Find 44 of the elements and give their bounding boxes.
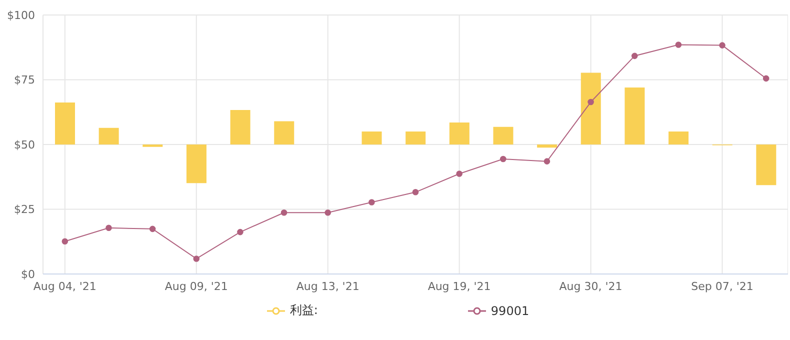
y-tick-label: $75 bbox=[14, 74, 35, 87]
x-tick-label: Aug 19, '21 bbox=[428, 280, 491, 293]
bar bbox=[55, 102, 75, 144]
y-tick-label: $100 bbox=[7, 8, 35, 22]
bar bbox=[274, 121, 294, 144]
bar bbox=[668, 132, 689, 144]
bar bbox=[186, 144, 206, 184]
x-tick-label: Sep 07, '21 bbox=[691, 280, 754, 293]
point bbox=[412, 189, 419, 196]
bar bbox=[449, 122, 470, 144]
bar bbox=[624, 88, 645, 144]
point bbox=[719, 42, 726, 48]
point bbox=[631, 52, 638, 60]
point bbox=[193, 256, 200, 262]
point bbox=[106, 224, 112, 232]
point bbox=[368, 199, 375, 206]
x-tick-label: Aug 09, '21 bbox=[164, 280, 228, 293]
bar bbox=[230, 110, 250, 144]
point bbox=[456, 170, 462, 177]
y-tick-label: $0 bbox=[21, 268, 35, 281]
point bbox=[149, 226, 156, 232]
bar bbox=[537, 144, 558, 148]
point bbox=[500, 156, 506, 162]
point bbox=[280, 209, 288, 216]
bar bbox=[406, 132, 426, 144]
point bbox=[544, 158, 550, 164]
x-tick-label: Aug 04, '21 bbox=[33, 280, 96, 293]
x-tick-label: Aug 13, '21 bbox=[296, 280, 360, 293]
y-tick-label: $50 bbox=[14, 138, 35, 152]
point bbox=[588, 98, 594, 106]
point bbox=[237, 228, 244, 236]
bar bbox=[98, 128, 119, 144]
point bbox=[62, 238, 68, 245]
bar bbox=[493, 126, 514, 144]
legend-label: 利益: bbox=[290, 302, 318, 319]
bar bbox=[362, 132, 382, 144]
bar bbox=[756, 144, 776, 186]
y-tick-label: $25 bbox=[14, 203, 35, 216]
legend-label: 99001 bbox=[490, 304, 530, 318]
x-tick-label: Aug 30, '21 bbox=[559, 280, 622, 293]
point bbox=[675, 42, 682, 48]
bar bbox=[580, 72, 601, 144]
point bbox=[324, 209, 332, 216]
point bbox=[762, 75, 770, 82]
